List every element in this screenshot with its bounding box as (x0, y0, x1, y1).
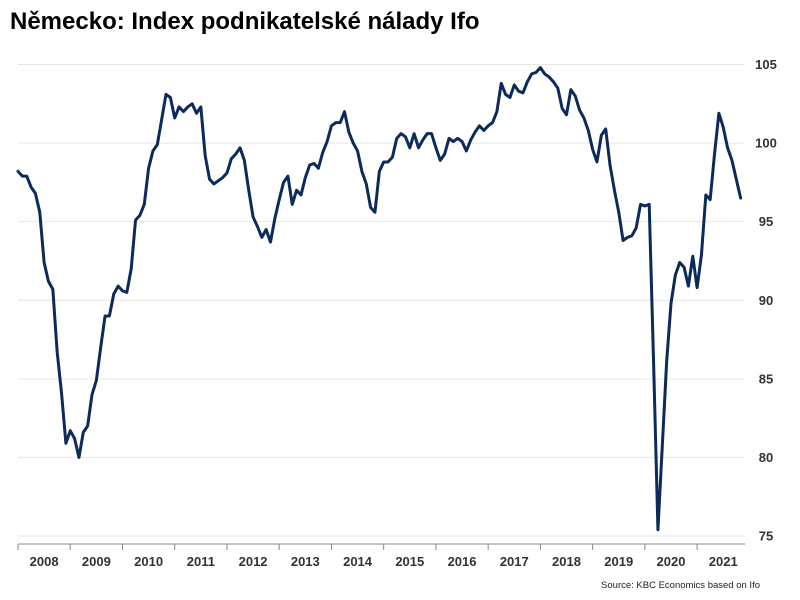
y-tick-label-75: 75 (759, 529, 773, 544)
x-tick-label-2014: 2014 (343, 554, 373, 569)
y-tick-label-105: 105 (755, 57, 777, 72)
source-note: Source: KBC Economics based on Ifo (601, 580, 760, 591)
x-tick-label-2011: 2011 (187, 554, 215, 569)
x-axis-ticks (17, 544, 698, 550)
y-tick-label-100: 100 (755, 136, 777, 151)
x-tick-label-2020: 2020 (657, 554, 686, 569)
y-axis-labels: 75 80 85 90 95 100 105 (755, 57, 777, 544)
x-tick-label-2013: 2013 (291, 554, 320, 569)
y-tick-label-90: 90 (759, 293, 773, 308)
x-tick-label-2012: 2012 (239, 554, 268, 569)
x-tick-label-2018: 2018 (552, 554, 581, 569)
series-line-0 (16, 66, 743, 532)
gridlines (18, 64, 745, 537)
y-tick-label-85: 85 (759, 371, 773, 386)
x-tick-label-2019: 2019 (604, 554, 633, 569)
x-tick-label-2008: 2008 (30, 554, 59, 569)
y-tick-label-80: 80 (759, 450, 773, 465)
x-tick-label-2010: 2010 (134, 554, 163, 569)
x-tick-label-2017: 2017 (500, 554, 529, 569)
chart-title: Německo: Index podnikatelské nálady Ifo (10, 8, 480, 35)
x-tick-label-2009: 2009 (82, 554, 111, 569)
x-axis-labels: 2008 2009 2010 2011 2012 2013 2014 2015 2016 2017… (30, 554, 738, 569)
x-tick-label-2016: 2016 (448, 554, 477, 569)
y-tick-label-95: 95 (759, 214, 773, 229)
series-layer (16, 66, 743, 532)
x-tick-label-2015: 2015 (395, 554, 424, 569)
x-tick-label-2021: 2021 (709, 554, 738, 569)
